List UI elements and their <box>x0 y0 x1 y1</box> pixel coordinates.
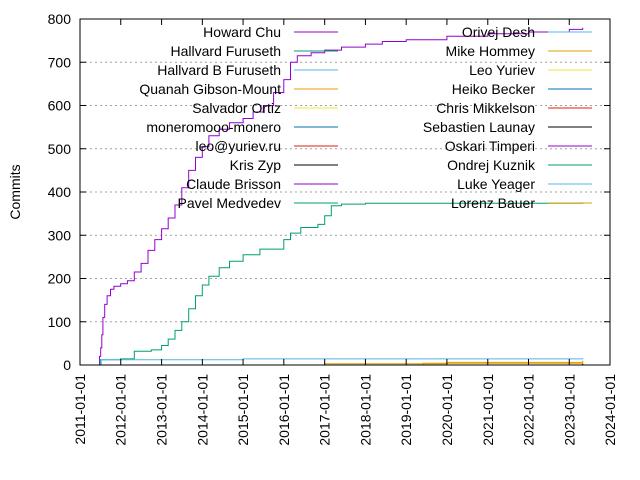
y-tick-label: 800 <box>48 11 72 27</box>
x-tick-label: 2024-01-01 <box>602 374 618 446</box>
x-tick-label: 2023-01-01 <box>561 374 577 446</box>
legend-label: Sebastien Launay <box>423 119 535 135</box>
legend-label: Pavel Medvedev <box>177 195 281 211</box>
legend: Howard Chu Hallvard Furuseth Hallvard B Fu… <box>139 24 592 211</box>
x-tick-label: 2022-01-01 <box>521 374 537 446</box>
y-tick-label: 0 <box>63 357 71 373</box>
x-tick-label: 2018-01-01 <box>357 374 373 446</box>
y-axis-label: Commits <box>7 164 23 219</box>
legend-label: Heiko Becker <box>452 81 536 97</box>
legend-label: Hallvard Furuseth <box>171 43 282 59</box>
legend-label: Kris Zyp <box>230 157 282 173</box>
x-tick-label: 2020-01-01 <box>439 374 455 446</box>
x-tick-label: 2011-01-01 <box>72 374 88 445</box>
legend-label: Oskari Timperi <box>445 138 535 154</box>
legend-label: Lorenz Bauer <box>451 195 535 211</box>
y-axis-ticks: 0 100 200 300 400 500 600 700 800 <box>48 11 610 373</box>
legend-label: Hallvard B Furuseth <box>157 62 281 78</box>
legend-label: Ondrej Kuznik <box>447 157 536 173</box>
legend-label: Howard Chu <box>203 24 281 40</box>
x-tick-label: 2012-01-01 <box>113 374 129 446</box>
y-tick-label: 500 <box>48 141 72 157</box>
x-tick-label: 2019-01-01 <box>398 374 414 446</box>
series-line <box>99 202 584 366</box>
legend-label: Mike Hommey <box>446 43 535 59</box>
legend-label: Luke Yeager <box>457 176 535 192</box>
legend-label: Chris Mikkelson <box>436 100 535 116</box>
legend-label: Claude Brisson <box>186 176 281 192</box>
y-tick-label: 600 <box>48 98 72 114</box>
x-tick-label: 2014-01-01 <box>194 374 210 446</box>
grid-lines <box>80 61 610 323</box>
x-tick-label: 2016-01-01 <box>276 374 292 446</box>
legend-label: Leo Yuriev <box>469 62 535 78</box>
legend-label: Quanah Gibson-Mount <box>139 81 281 97</box>
y-tick-label: 400 <box>48 184 72 200</box>
legend-label: moneromooo-monero <box>146 119 281 135</box>
x-axis-ticks: 2011-01-01 2012-01-01 2013-01-01 2014-01-01… <box>72 19 618 446</box>
legend-label: leo@yuriev.ru <box>195 138 281 154</box>
series-line <box>99 27 584 366</box>
x-tick-label: 2013-01-01 <box>154 374 170 446</box>
x-tick-label: 2015-01-01 <box>235 374 251 446</box>
legend-label: Salvador Ortiz <box>192 100 281 116</box>
y-tick-label: 700 <box>48 54 72 70</box>
y-tick-label: 100 <box>48 314 72 330</box>
x-tick-label: 2021-01-01 <box>480 374 496 446</box>
x-tick-label: 2017-01-01 <box>317 374 333 446</box>
legend-label: Orivej Desh <box>462 24 535 40</box>
y-tick-label: 200 <box>48 271 72 287</box>
y-tick-label: 300 <box>48 227 72 243</box>
